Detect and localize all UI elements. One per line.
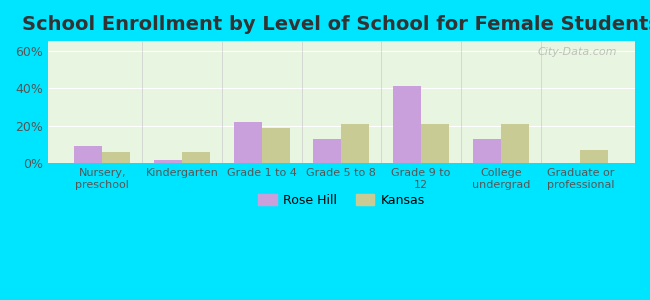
Bar <box>580 150 608 163</box>
Text: City-Data.com: City-Data.com <box>538 47 617 57</box>
Bar <box>234 122 262 163</box>
Bar <box>262 128 289 163</box>
Title: School Enrollment by Level of School for Female Students: School Enrollment by Level of School for… <box>23 15 650 34</box>
Bar <box>473 139 501 163</box>
Bar <box>154 160 182 163</box>
Bar <box>313 139 341 163</box>
Legend: Rose Hill, Kansas: Rose Hill, Kansas <box>253 189 430 212</box>
Bar <box>182 152 210 163</box>
Bar <box>75 146 102 163</box>
Bar <box>500 124 528 163</box>
Bar <box>421 124 449 163</box>
Bar <box>341 124 369 163</box>
Bar <box>393 86 421 163</box>
Bar <box>102 152 130 163</box>
